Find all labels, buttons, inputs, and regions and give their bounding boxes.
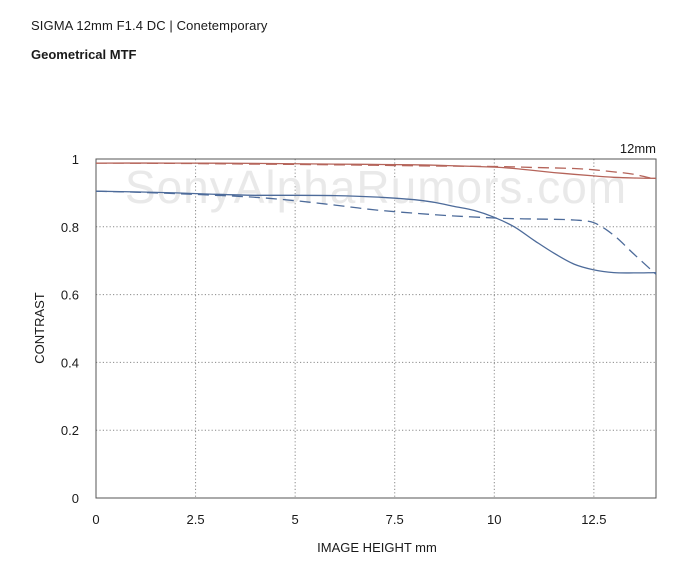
chart-subtitle: Geometrical MTF (31, 47, 137, 62)
x-tick-label: 0 (92, 512, 99, 527)
watermark-text: SonyAlphaRumors.com (125, 161, 627, 213)
x-tick-label: 7.5 (386, 512, 404, 527)
y-tick-label: 0.2 (61, 423, 79, 438)
focal-length-annotation: 12mm (620, 141, 656, 156)
plot-frame (95, 158, 657, 499)
y-tick-label: 0.4 (61, 355, 79, 370)
tick-labels: 0 2.5 5 7.5 10 12.5 0 0.2 0.4 0.6 0.8 1 (61, 152, 607, 527)
mtf-series-line-1 (95, 162, 657, 179)
y-tick-label: 1 (72, 152, 79, 167)
x-tick-label: 5 (292, 512, 299, 527)
x-tick-label: 12.5 (581, 512, 606, 527)
x-tick-label: 10 (487, 512, 501, 527)
x-tick-label: 2.5 (187, 512, 205, 527)
y-tick-label: 0.6 (61, 288, 79, 303)
y-tick-label: 0 (72, 491, 79, 506)
y-tick-label: 0.8 (61, 220, 79, 235)
x-axis-label: IMAGE HEIGHT mm (317, 540, 437, 555)
mtf-series-line-3 (95, 190, 657, 274)
mtf-series-line-2 (95, 162, 657, 180)
series-lines (95, 162, 657, 275)
chart-header-title: SIGMA 12mm F1.4 DC | Conetemporary (31, 18, 268, 33)
mtf-series-line-4 (95, 190, 657, 275)
grid-lines (96, 159, 656, 498)
y-axis-label: CONTRAST (32, 292, 47, 364)
